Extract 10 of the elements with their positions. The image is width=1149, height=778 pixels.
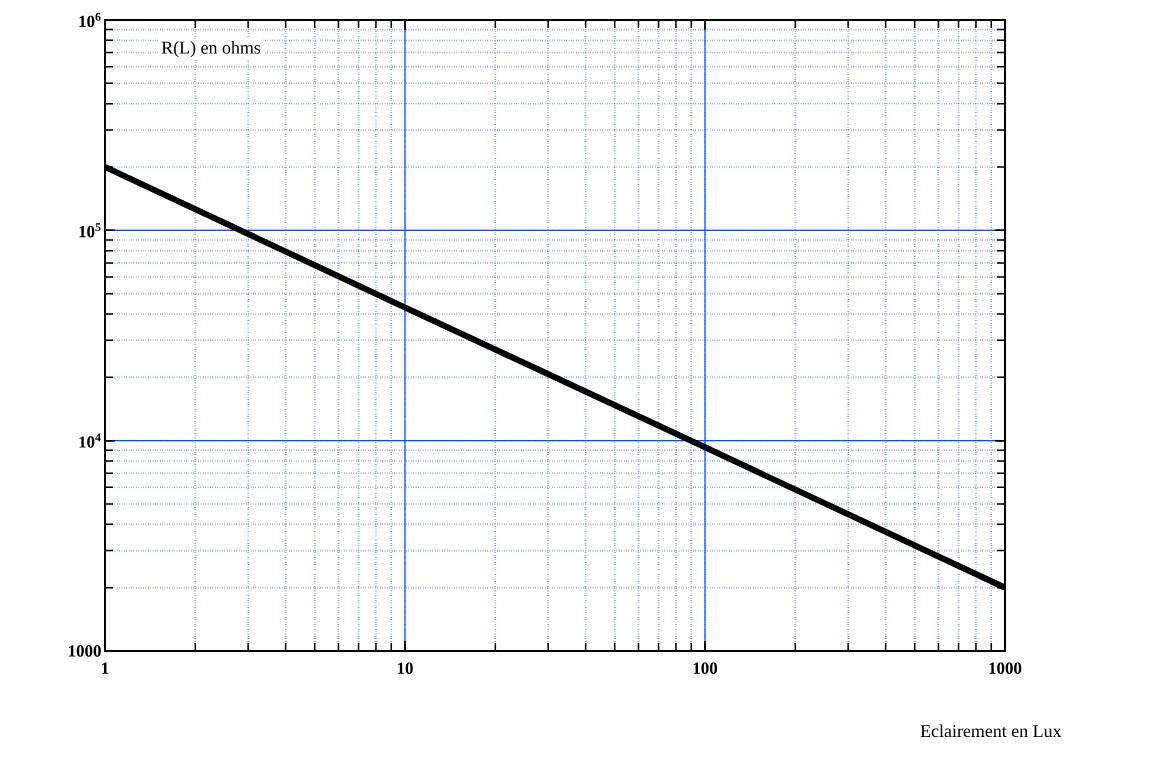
x-tick-label: 100	[693, 662, 718, 674]
x-axis-title: Eclairement en Lux	[920, 724, 1062, 738]
x-tick-label: 1	[102, 662, 109, 674]
y-axis-title: R(L) en ohms	[161, 41, 261, 58]
x-tick-label: 10	[397, 662, 413, 674]
x-tick-label: 1000	[989, 662, 1022, 674]
y-tick-label: 10$^{5}$	[79, 223, 101, 238]
y-tick-label: 1000	[68, 645, 101, 657]
y-tick-label: 10$^{4}$	[79, 433, 101, 448]
y-tick-label: 10$^{6}$	[79, 12, 101, 28]
